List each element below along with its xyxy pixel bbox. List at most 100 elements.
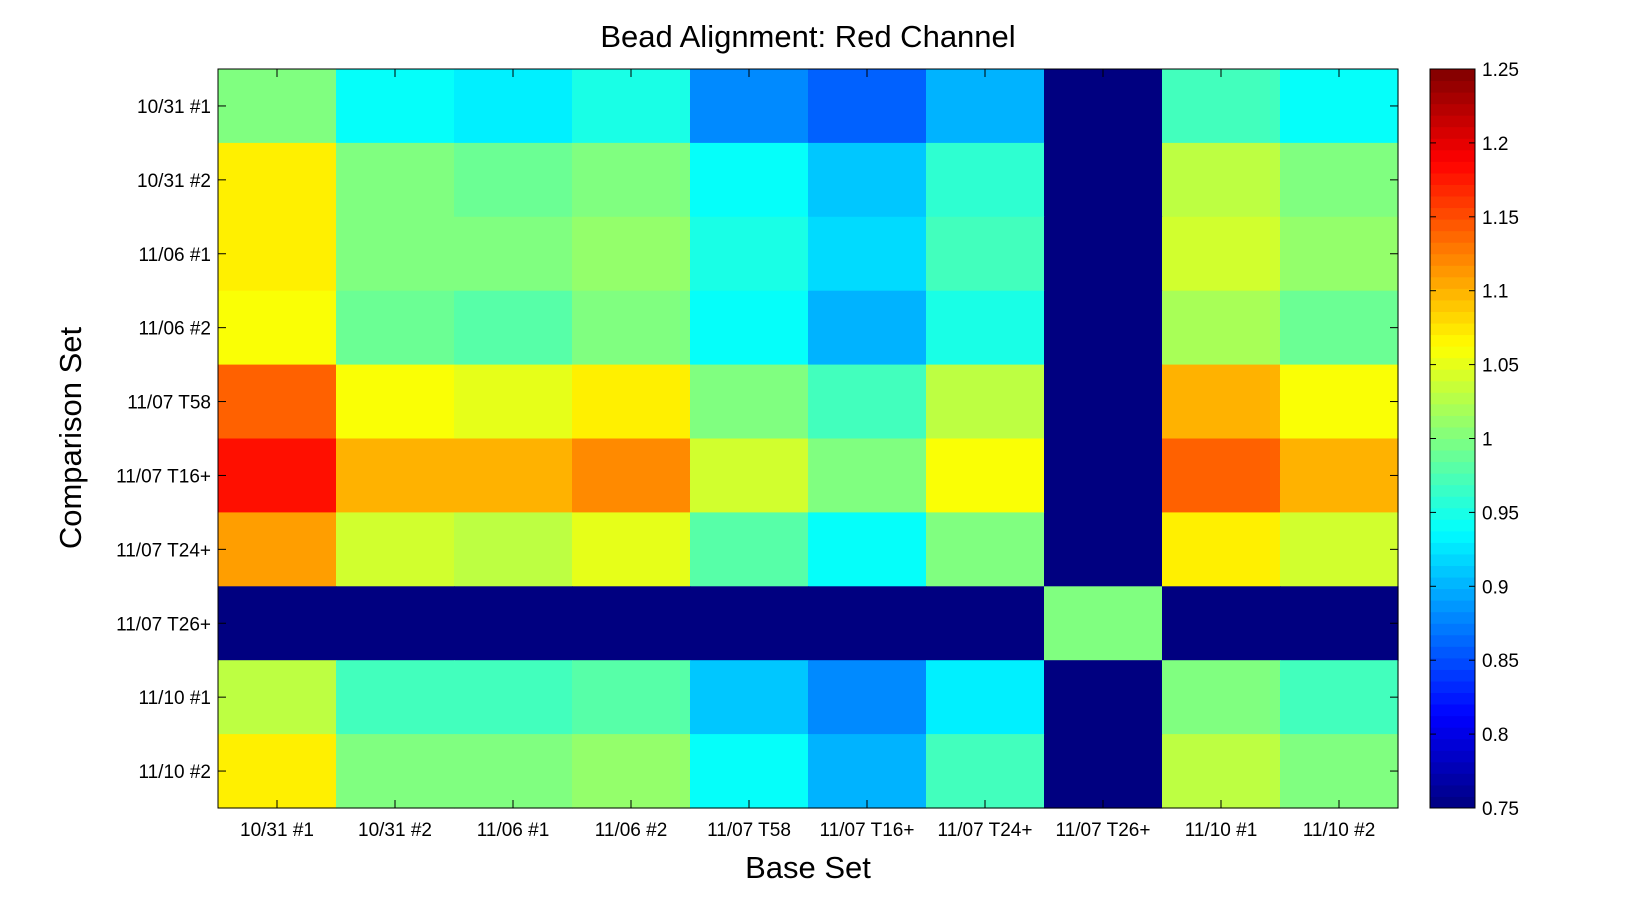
y-tick-label: 10/31 #2 [137,171,211,192]
colorbar-segment [1430,426,1475,439]
colorbar-segment [1430,207,1475,220]
colorbar-segment [1430,334,1475,347]
x-tick-label: 10/31 #1 [240,820,314,841]
heatmap-cell [1280,290,1399,366]
colorbar-segment [1430,588,1475,601]
colorbar-segment [1430,484,1475,497]
heatmap-cell [926,290,1045,366]
x-tick-label: 11/07 T58 [707,820,791,841]
heatmap-cell [572,216,691,292]
heatmap-cell [1044,142,1163,218]
colorbar [1430,69,1475,809]
colorbar-segment [1430,715,1475,728]
colorbar-segment [1430,623,1475,636]
y-axis-label: Comparison Set [53,326,88,549]
plot-frame [217,68,1399,809]
heatmap-cell [572,438,691,513]
heatmap-cell [572,734,691,809]
heatmap-cell [1044,586,1163,661]
y-tick-label: 11/07 T24+ [116,540,211,561]
heatmap-cell [336,734,455,809]
heatmap-cell [336,69,455,144]
colorbar-segment [1430,172,1475,185]
x-tick-label: 10/31 #2 [358,820,432,841]
colorbar-tick-label: 1.1 [1482,282,1508,303]
colorbar-segment [1430,461,1475,474]
colorbar-segment [1430,507,1475,520]
heatmap-cell [690,290,809,366]
heatmap-cell [690,216,809,292]
colorbar-segment [1430,115,1475,128]
colorbar-segment [1430,346,1475,359]
colorbar-segment [1430,773,1475,786]
heatmap-cell [336,586,455,661]
colorbar-segment [1430,69,1475,82]
heatmap-cell [572,290,691,366]
colorbar-segment [1430,565,1475,578]
heatmap-cell [572,586,691,661]
x-tick-label: 11/07 T16+ [820,820,915,841]
colorbar-segment [1430,761,1475,774]
colorbar-segment [1430,357,1475,370]
colorbar-segment [1430,149,1475,162]
heatmap-cell [572,69,691,144]
colorbar-tick-label: 0.85 [1482,651,1519,672]
heatmap-cell [926,586,1045,661]
y-tick-label: 11/07 T16+ [116,466,211,487]
colorbar-segment [1430,519,1475,532]
heatmap-cell [1280,142,1399,218]
heatmap-cell [218,69,337,144]
heatmap-cell [926,216,1045,292]
heatmap-cell [926,438,1045,513]
x-axis-label: Base Set [745,850,871,885]
colorbar-segment [1430,288,1475,301]
heatmap-cell [1280,69,1399,144]
heatmap-cell [336,512,455,587]
heatmap-cell [1044,660,1163,735]
x-tick-label: 11/07 T24+ [938,820,1033,841]
heatmap-cell [808,660,927,735]
colorbar-segment [1430,704,1475,717]
heatmap-cell [454,290,573,366]
colorbar-segment [1430,438,1475,451]
heatmap-cell [1280,216,1399,292]
heatmap-cell [926,660,1045,735]
colorbar-segment [1430,415,1475,428]
colorbar-segment [1430,796,1475,809]
x-tick-label: 11/10 #2 [1303,820,1376,841]
heatmap-cell [808,438,927,513]
colorbar-segment [1430,727,1475,740]
heatmap-cell [690,142,809,218]
heatmap-cell [336,364,455,440]
x-axis-ticks: 10/31 #1 10/31 #2 11/06 #1 11/06 #2 11/07 T5… [240,69,1375,841]
heatmap-cell [572,142,691,218]
colorbar-segment [1430,242,1475,255]
colorbar-segment [1430,253,1475,266]
colorbar-segment [1430,577,1475,590]
colorbar-segment [1430,230,1475,243]
colorbar-segment [1430,184,1475,197]
heatmap-cell [454,734,573,809]
colorbar-segment [1430,392,1475,405]
heatmap-cell [1044,69,1163,144]
heatmap-cell [1280,364,1399,440]
colorbar-tick-label: 0.75 [1482,799,1519,820]
y-tick-label: 11/10 #1 [138,688,211,709]
heatmap-cell [336,142,455,218]
colorbar-segment [1430,369,1475,382]
colorbar-tick-label: 1.05 [1482,356,1519,377]
colorbar-segment [1430,473,1475,486]
heatmap-cell [690,512,809,587]
colorbar-segment [1430,657,1475,670]
heatmap-cell [1044,216,1163,292]
colorbar-segment [1430,784,1475,797]
heatmap-cell [336,438,455,513]
y-tick-label: 10/31 #1 [137,97,211,118]
heatmap-cell [926,512,1045,587]
colorbar-segment [1430,600,1475,613]
heatmap-cell [572,512,691,587]
colorbar-segment [1430,530,1475,543]
colorbar-segment [1430,323,1475,336]
y-axis-ticks: 10/31 #1 10/31 #2 11/06 #1 11/06 #2 11/07 T5… [116,97,1398,783]
heatmap-cell [808,364,927,440]
